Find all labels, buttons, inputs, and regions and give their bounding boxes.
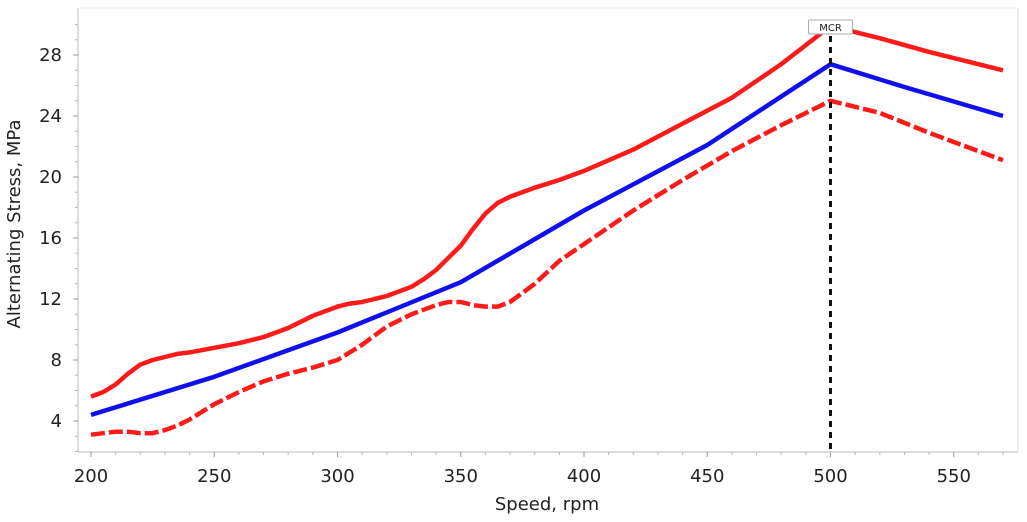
x-tick-label: 550 bbox=[937, 466, 971, 487]
upper-stress-line bbox=[90, 23, 1004, 399]
x-tick-label: 300 bbox=[320, 466, 354, 487]
x-tick-label: 450 bbox=[690, 466, 724, 487]
mcr-label: MCR bbox=[819, 23, 842, 34]
x-tick-label: 200 bbox=[74, 466, 108, 487]
y-tick-label: 24 bbox=[39, 106, 62, 127]
lower-stress-line bbox=[90, 98, 1004, 437]
plot-area bbox=[77, 7, 1019, 453]
y-axis-title: Alternating Stress, MPa bbox=[4, 120, 25, 329]
y-tick-label: 16 bbox=[39, 228, 62, 249]
mcr-marker: MCR bbox=[808, 19, 853, 452]
x-axis-title: Speed, rpm bbox=[495, 494, 599, 515]
y-tick-label: 20 bbox=[39, 167, 62, 188]
mcr-label-box bbox=[808, 19, 853, 35]
series-layer bbox=[90, 23, 1004, 437]
y-tick-label: 12 bbox=[39, 289, 62, 310]
y-tick-label: 28 bbox=[39, 45, 62, 66]
y-tick-label: 4 bbox=[51, 411, 62, 432]
x-tick-label: 350 bbox=[444, 466, 478, 487]
mean-stress-line bbox=[90, 61, 1004, 418]
y-tick-label: 8 bbox=[51, 350, 62, 371]
x-tick-label: 400 bbox=[567, 466, 601, 487]
x-tick-label: 500 bbox=[813, 466, 847, 487]
axis-ticks: 200 250 300 350 400 450 500 550 4 8 12 16 20 24 28 bbox=[39, 24, 1004, 487]
x-tick-label: 250 bbox=[197, 466, 231, 487]
